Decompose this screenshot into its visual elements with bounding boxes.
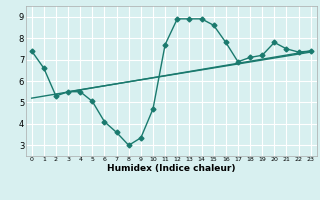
X-axis label: Humidex (Indice chaleur): Humidex (Indice chaleur)	[107, 164, 236, 173]
